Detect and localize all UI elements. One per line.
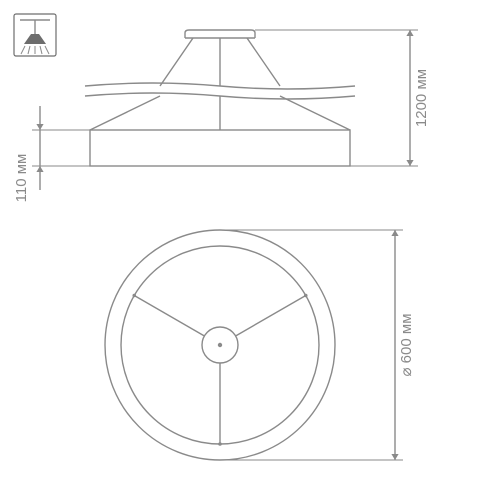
dim-1200: 1200 мм (413, 69, 430, 127)
dim-diameter: ⌀ 600 мм (398, 313, 415, 376)
dim-110: 110 мм (13, 154, 30, 203)
pendant-icon (14, 14, 56, 56)
plan-view: ⌀ 600 мм (105, 230, 415, 460)
elevation-view: 1200 мм 110 мм (13, 30, 430, 202)
